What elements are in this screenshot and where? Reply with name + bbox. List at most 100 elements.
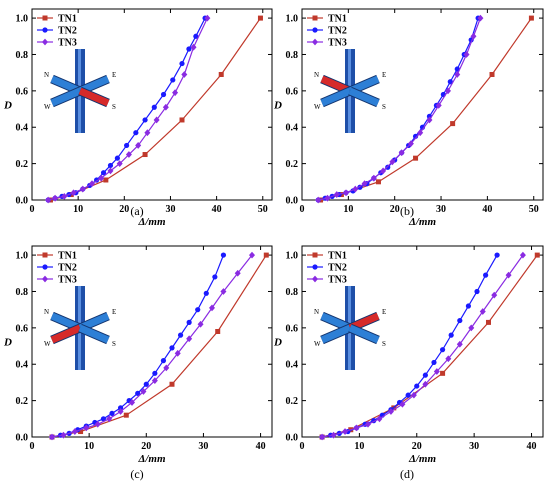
data-point (412, 133, 419, 139)
data-point (385, 164, 391, 170)
panel-caption: (d) (400, 467, 414, 481)
legend-label: TN2 (58, 263, 77, 274)
beam-w (50, 87, 82, 107)
data-point (45, 196, 52, 204)
data-point (124, 142, 130, 149)
legend-marker (42, 27, 48, 33)
x-tick-label: 30 (165, 204, 175, 215)
data-point (398, 149, 405, 157)
y-tick-label: 0.0 (16, 433, 29, 444)
data-point (479, 308, 486, 315)
legend-marker (42, 264, 48, 270)
y-tick-label: 0.0 (286, 196, 299, 207)
legend-label: TN3 (58, 275, 77, 286)
data-point (519, 251, 526, 259)
beam-s (78, 87, 110, 107)
beam-s (78, 324, 110, 344)
y-tick-label: 0.8 (286, 50, 299, 61)
data-point (364, 420, 371, 428)
data-point (52, 194, 59, 202)
data-point (352, 185, 359, 193)
data-point (106, 415, 113, 423)
panel-caption: (b) (400, 204, 414, 218)
data-point (204, 14, 211, 22)
x-tick-label: 20 (141, 441, 151, 452)
data-point (142, 117, 148, 123)
data-point (212, 274, 218, 280)
data-point (209, 304, 215, 312)
x-tick-label: 40 (482, 204, 492, 215)
legend-marker (42, 15, 48, 21)
compass-label-e: E (112, 308, 116, 316)
series-tn3 (315, 14, 484, 204)
data-point (151, 104, 157, 110)
plot-frame (31, 8, 273, 201)
x-axis-title: Δ/mm (137, 453, 166, 465)
data-point (197, 320, 204, 328)
data-point (135, 142, 142, 149)
data-point (177, 332, 184, 338)
y-tick-label: 0.0 (16, 196, 29, 207)
data-point (470, 32, 477, 40)
data-point (342, 428, 349, 435)
legend-label: TN1 (328, 14, 347, 25)
legend-marker (42, 38, 48, 46)
y-tick-label: 0.4 (286, 360, 299, 371)
legend-marker (312, 275, 318, 283)
y-tick-label: 0.4 (286, 123, 299, 134)
legend-label: TN2 (328, 26, 347, 37)
x-tick-label: 30 (198, 441, 208, 452)
data-point (94, 420, 101, 428)
data-point (330, 431, 337, 439)
data-point (179, 117, 185, 123)
data-point (534, 252, 540, 258)
data-point (387, 408, 394, 415)
connection-model-inset: N E W S (314, 49, 386, 133)
data-point (186, 46, 192, 52)
data-point (468, 324, 475, 332)
compass-label-e: E (382, 308, 386, 316)
y-tick-label: 0.2 (286, 159, 299, 170)
data-point (169, 381, 175, 387)
x-tick-label: 30 (436, 204, 446, 215)
compass-label-s: S (382, 340, 386, 348)
data-point (160, 358, 167, 364)
data-point (410, 391, 417, 399)
data-point (315, 196, 322, 204)
beam-w (320, 87, 352, 107)
data-point (333, 191, 340, 198)
data-point (505, 271, 512, 279)
legend-label: TN3 (58, 38, 77, 49)
data-point (163, 364, 170, 372)
data-point (431, 359, 437, 366)
compass-label-n: N (44, 71, 49, 79)
x-tick-label: 30 (469, 441, 479, 452)
data-point (170, 77, 176, 83)
x-tick-label: 50 (529, 204, 539, 215)
data-point (83, 424, 90, 432)
compass-label-n: N (44, 308, 49, 316)
data-point (343, 189, 350, 197)
x-tick-label: 10 (343, 204, 353, 215)
data-point (123, 412, 129, 418)
data-point (324, 194, 331, 202)
data-point (249, 251, 255, 259)
data-point (454, 71, 461, 78)
data-point (456, 340, 463, 348)
x-tick-label: 20 (390, 204, 400, 215)
data-point (107, 162, 114, 169)
legend-label: TN2 (328, 263, 347, 274)
data-point (319, 433, 326, 441)
data-point (426, 116, 433, 124)
data-point (140, 388, 147, 395)
data-point (89, 180, 95, 188)
data-point (107, 167, 114, 175)
data-point (179, 60, 185, 67)
data-point (116, 160, 123, 168)
x-tick-label: 50 (258, 204, 268, 215)
data-point (422, 372, 428, 378)
y-tick-label: 0.2 (16, 159, 29, 170)
data-point (435, 102, 442, 109)
